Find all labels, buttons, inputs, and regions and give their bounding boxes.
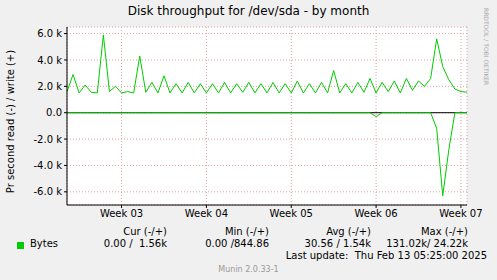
html-text:Min (-/+): Min (-/+)	[224, 226, 269, 237]
svg-text:Week 04: Week 04	[185, 208, 228, 219]
svg-text:2.0 k: 2.0 k	[37, 81, 62, 92]
html-text:Disk throughput for /dev/sda -: Disk throughput for /dev/sda - by month	[127, 4, 370, 18]
svg-text:Week 05: Week 05	[270, 208, 313, 219]
svg-text:Week 07: Week 07	[439, 208, 482, 219]
svg-text:Week 03: Week 03	[100, 208, 143, 219]
svg-text:-2.0 k: -2.0 k	[34, 134, 63, 145]
svg-text:4.0 k: 4.0 k	[37, 55, 62, 66]
html-text:Last update: Thu Feb 13 05:25:: Last update: Thu Feb 13 05:25:00 2025	[285, 250, 487, 261]
html-text:Avg (-/+): Avg (-/+)	[326, 226, 371, 237]
svg-text:Week 06: Week 06	[354, 208, 397, 219]
html-text:131.02k/ 24.22k: 131.02k/ 24.22k	[386, 238, 468, 249]
svg-text:0.0: 0.0	[46, 107, 62, 118]
svg-text:-4.0 k: -4.0 k	[34, 160, 63, 171]
html-text:RRDTOOL / TOBI OETIKER: RRDTOOL / TOBI OETIKER	[483, 8, 490, 86]
html-text:Munin 2.0.33-1: Munin 2.0.33-1	[218, 265, 279, 274]
svg-text:6.0 k: 6.0 k	[37, 28, 62, 39]
html-text:Max (-/+): Max (-/+)	[421, 226, 468, 237]
html-text:Cur (-/+): Cur (-/+)	[123, 226, 167, 237]
html-text:0.00 /844.86: 0.00 /844.86	[205, 238, 269, 249]
html-text:Bytes: Bytes	[30, 238, 59, 249]
html-text:0.00 / 1.56k: 0.00 / 1.56k	[103, 238, 167, 249]
svg-text:-6.0 k: -6.0 k	[34, 186, 63, 197]
html-text:Pr second read (-) / write (+): Pr second read (-) / write (+)	[4, 49, 16, 194]
html-text:30.56 / 1.54k: 30.56 / 1.54k	[304, 238, 371, 249]
